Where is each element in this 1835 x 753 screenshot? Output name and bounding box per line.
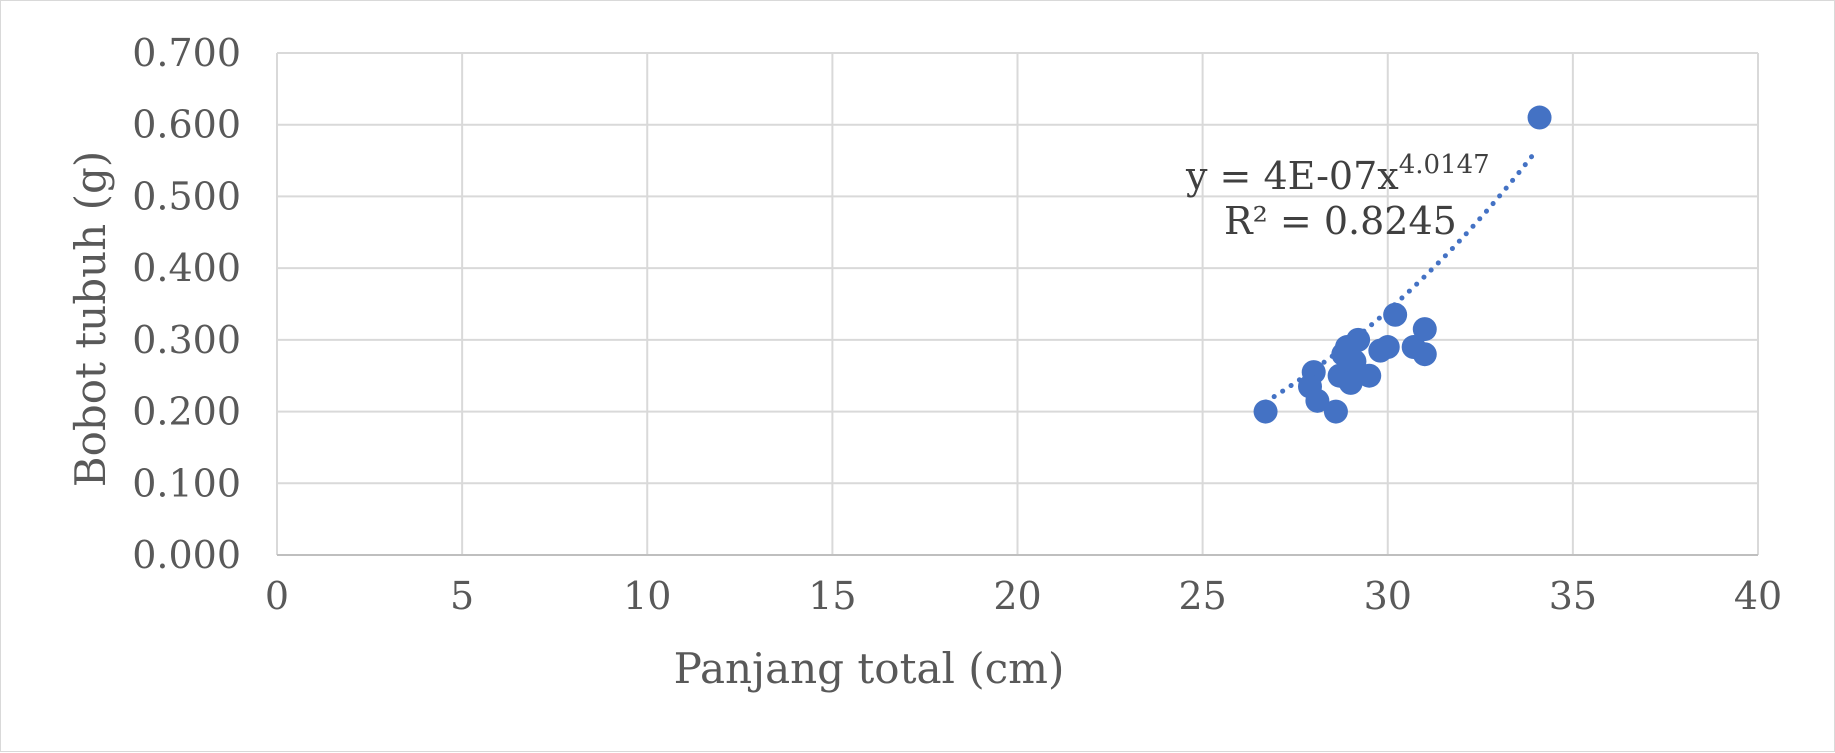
data-point — [1412, 342, 1437, 367]
y-tick-label: 0.400 — [132, 246, 241, 290]
x-tick-label: 10 — [623, 574, 671, 618]
data-point — [1412, 317, 1437, 342]
x-tick-label: 20 — [993, 574, 1041, 618]
trendline-r-squared: R² = 0.8245 — [1224, 199, 1457, 243]
y-tick-label: 0.700 — [132, 31, 241, 75]
x-axis-title: Panjang total (cm) — [674, 644, 1065, 693]
x-tick-label: 15 — [808, 574, 856, 618]
data-point — [1342, 349, 1367, 374]
y-tick-label: 0.300 — [132, 318, 241, 362]
y-tick-label: 0.000 — [132, 533, 241, 577]
power-trendline — [1263, 148, 1539, 405]
data-point — [1338, 370, 1363, 395]
x-tick-label: 35 — [1549, 574, 1597, 618]
data-point — [1375, 335, 1400, 360]
x-tick-label: 40 — [1734, 574, 1782, 618]
data-point — [1253, 399, 1278, 424]
data-point — [1346, 327, 1371, 352]
trendline — [1263, 148, 1539, 405]
data-point — [1305, 388, 1330, 413]
data-point — [1383, 302, 1408, 327]
x-tick-label: 25 — [1178, 574, 1226, 618]
data-point — [1323, 399, 1348, 424]
x-tick-label: 5 — [450, 574, 474, 618]
data-point — [1527, 105, 1552, 130]
y-tick-label: 0.500 — [132, 174, 241, 218]
y-tick-label: 0.200 — [132, 390, 241, 434]
x-tick-label: 0 — [265, 574, 289, 618]
data-points — [1253, 105, 1552, 424]
data-point — [1357, 363, 1382, 388]
tick-labels: 0 5 10 15 20 25 30 35 40 0.000 0.100 0.200 0.300 0.40… — [132, 31, 1782, 618]
trendline-equation: y = 4E-07x4.0147 — [1185, 150, 1490, 198]
y-tick-label: 0.100 — [132, 461, 241, 505]
y-tick-label: 0.600 — [132, 103, 241, 147]
y-axis-title: Bobot tubuh (g) — [66, 151, 115, 487]
x-tick-label: 30 — [1364, 574, 1412, 618]
